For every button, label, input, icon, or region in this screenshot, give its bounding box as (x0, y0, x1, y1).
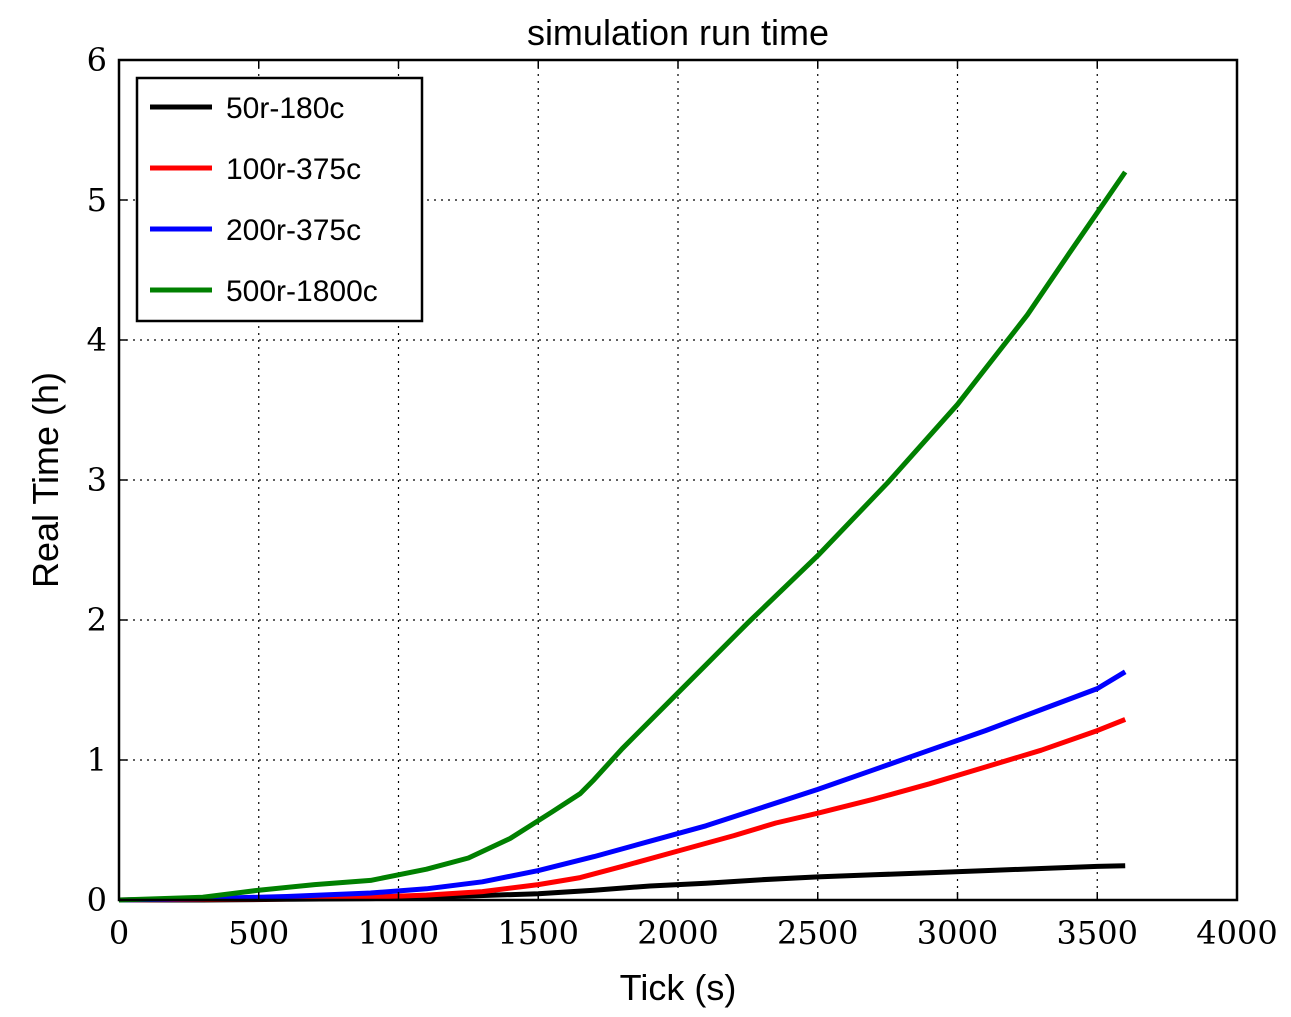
y-tick-label: 2 (87, 601, 107, 639)
y-tick-label: 3 (87, 461, 107, 499)
series-line-500r-1800c (118, 170, 1128, 903)
x-tick-label: 1000 (358, 914, 439, 952)
x-tick-label: 2500 (777, 914, 858, 952)
y-tick-label: 5 (87, 181, 107, 219)
y-tick-label: 1 (87, 741, 107, 779)
y-axis-label: Real Time (h) (25, 372, 66, 588)
legend-label: 100r-375c (226, 153, 361, 186)
x-tick-label: 4000 (1196, 914, 1277, 952)
x-tick-label: 3000 (917, 914, 998, 952)
x-tick-label: 2000 (637, 914, 718, 952)
axis-ticks (118, 59, 1238, 901)
x-tick-label: 3500 (1057, 914, 1138, 952)
legend: 50r-180c 100r-375c 200r-375c 500r-1800c (135, 76, 424, 323)
legend-label: 50r-180c (226, 92, 344, 125)
series-line-100r-375c (118, 717, 1127, 903)
legend-label: 500r-1800c (226, 275, 378, 308)
legend-box (135, 76, 424, 323)
y-tick-label: 0 (87, 881, 107, 919)
x-tick-label: 0 (109, 914, 129, 952)
y-tick-label: 6 (87, 41, 107, 79)
x-tick-labels: 0 500 1000 1500 2000 2500 3000 3500 4000 (109, 914, 1278, 952)
y-tick-label: 4 (87, 321, 107, 359)
x-tick-label: 1500 (498, 914, 579, 952)
y-tick-labels: 0 1 2 3 4 5 6 (87, 41, 107, 919)
x-tick-label: 500 (228, 914, 289, 952)
x-axis-label: Tick (s) (620, 967, 737, 1008)
series-line-200r-375c (118, 669, 1127, 903)
chart-title: simulation run time (527, 12, 829, 53)
legend-label: 200r-375c (226, 214, 361, 247)
